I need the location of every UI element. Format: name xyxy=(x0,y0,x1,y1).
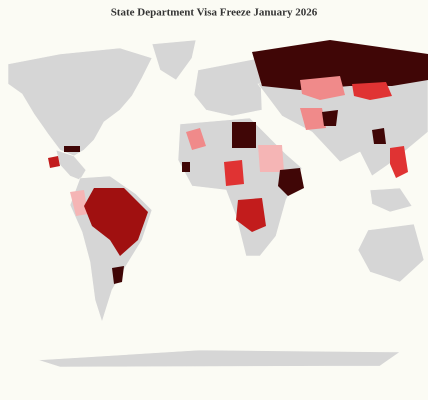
nicaragua xyxy=(48,156,60,168)
myanmar xyxy=(390,146,408,178)
peru xyxy=(70,190,88,216)
laos xyxy=(372,128,386,144)
russia xyxy=(252,40,428,90)
ethiopia xyxy=(278,168,304,196)
afghanistan xyxy=(322,110,338,126)
libya xyxy=(232,122,256,148)
australia xyxy=(357,223,425,283)
southeast-islands xyxy=(369,187,413,213)
sudan xyxy=(258,145,284,172)
chad xyxy=(224,160,244,186)
north-america xyxy=(7,47,153,157)
west-africa xyxy=(186,128,206,150)
sierra-leone xyxy=(182,162,190,172)
map-title: State Department Visa Freeze January 202… xyxy=(111,7,318,19)
greenland xyxy=(151,39,197,81)
asia xyxy=(257,77,428,177)
uruguay xyxy=(112,266,124,284)
antarctica xyxy=(37,349,401,368)
iran xyxy=(300,108,326,130)
highlighted-countries xyxy=(48,40,428,284)
dr-congo xyxy=(236,198,266,232)
china-region xyxy=(352,82,392,100)
brazil xyxy=(84,188,148,256)
cuba xyxy=(64,146,80,152)
central-asia xyxy=(300,76,345,100)
